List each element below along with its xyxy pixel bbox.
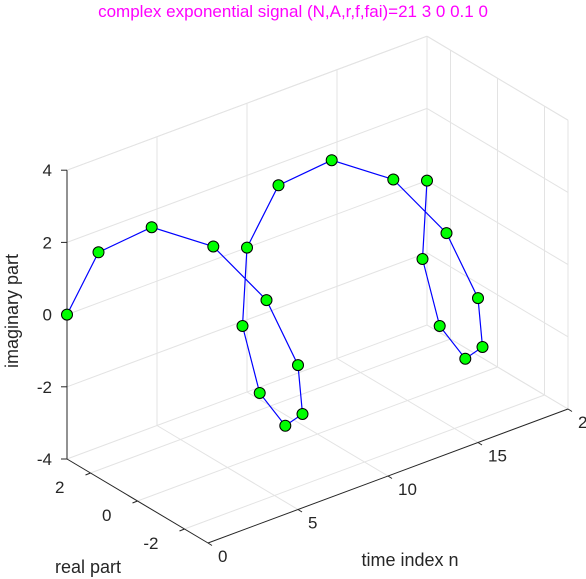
data-point bbox=[433, 320, 446, 332]
y-tick bbox=[85, 472, 91, 476]
gridline bbox=[184, 394, 545, 530]
data-point bbox=[272, 179, 285, 192]
x-tick-label: 5 bbox=[308, 514, 317, 533]
ylabel: real part bbox=[55, 557, 121, 577]
z-tick-label: -4 bbox=[37, 450, 52, 469]
z-tick-label: -2 bbox=[37, 378, 52, 397]
data-point bbox=[236, 320, 249, 332]
x-tick bbox=[567, 408, 573, 412]
z-tick-label: 2 bbox=[43, 233, 52, 252]
data-point bbox=[260, 294, 273, 307]
y-tick bbox=[179, 528, 185, 532]
data-point bbox=[92, 246, 105, 259]
y-tick-label: -2 bbox=[143, 534, 158, 553]
x-tick-label: 10 bbox=[398, 480, 417, 499]
data-point bbox=[253, 387, 266, 399]
signal-line bbox=[66, 159, 484, 427]
box-edge bbox=[426, 35, 569, 121]
data-point bbox=[296, 408, 309, 420]
x-tick bbox=[297, 509, 303, 513]
z-tick-label: 0 bbox=[43, 306, 52, 325]
chart-title: complex exponential signal (N,A,r,f,fai)… bbox=[98, 2, 488, 21]
gridline bbox=[426, 107, 569, 193]
data-point bbox=[145, 221, 158, 234]
xlabel: time index n bbox=[361, 550, 458, 570]
x-tick bbox=[477, 442, 483, 446]
y-tick bbox=[132, 500, 138, 504]
data-layer bbox=[61, 154, 489, 432]
data-point bbox=[421, 174, 433, 187]
data-point bbox=[61, 308, 73, 321]
gridline bbox=[426, 252, 569, 338]
gridline bbox=[66, 252, 428, 388]
data-point bbox=[279, 419, 292, 432]
data-point bbox=[292, 359, 304, 372]
grid-layer bbox=[66, 35, 569, 544]
gridline bbox=[66, 107, 428, 243]
data-point bbox=[325, 154, 338, 167]
data-point bbox=[440, 227, 453, 240]
zlabel: imaginary part bbox=[2, 254, 22, 368]
data-point bbox=[416, 253, 429, 265]
x-tick-label: 0 bbox=[218, 547, 227, 566]
x-tick bbox=[387, 475, 393, 479]
data-point bbox=[476, 341, 489, 353]
z-tick-label: 4 bbox=[43, 161, 52, 180]
x-tick-label: 15 bbox=[488, 447, 507, 466]
gridline bbox=[137, 366, 498, 502]
y-tick-label: 0 bbox=[102, 506, 111, 525]
data-point bbox=[459, 352, 472, 365]
x-tick-label: 20 bbox=[578, 413, 586, 432]
data-point bbox=[387, 173, 400, 186]
data-point bbox=[241, 241, 253, 254]
box-edge bbox=[66, 35, 428, 171]
x-tick bbox=[207, 542, 213, 546]
data-point bbox=[472, 292, 484, 305]
y-tick-label: 2 bbox=[55, 478, 64, 497]
data-point bbox=[207, 240, 220, 253]
gridline bbox=[426, 180, 569, 266]
